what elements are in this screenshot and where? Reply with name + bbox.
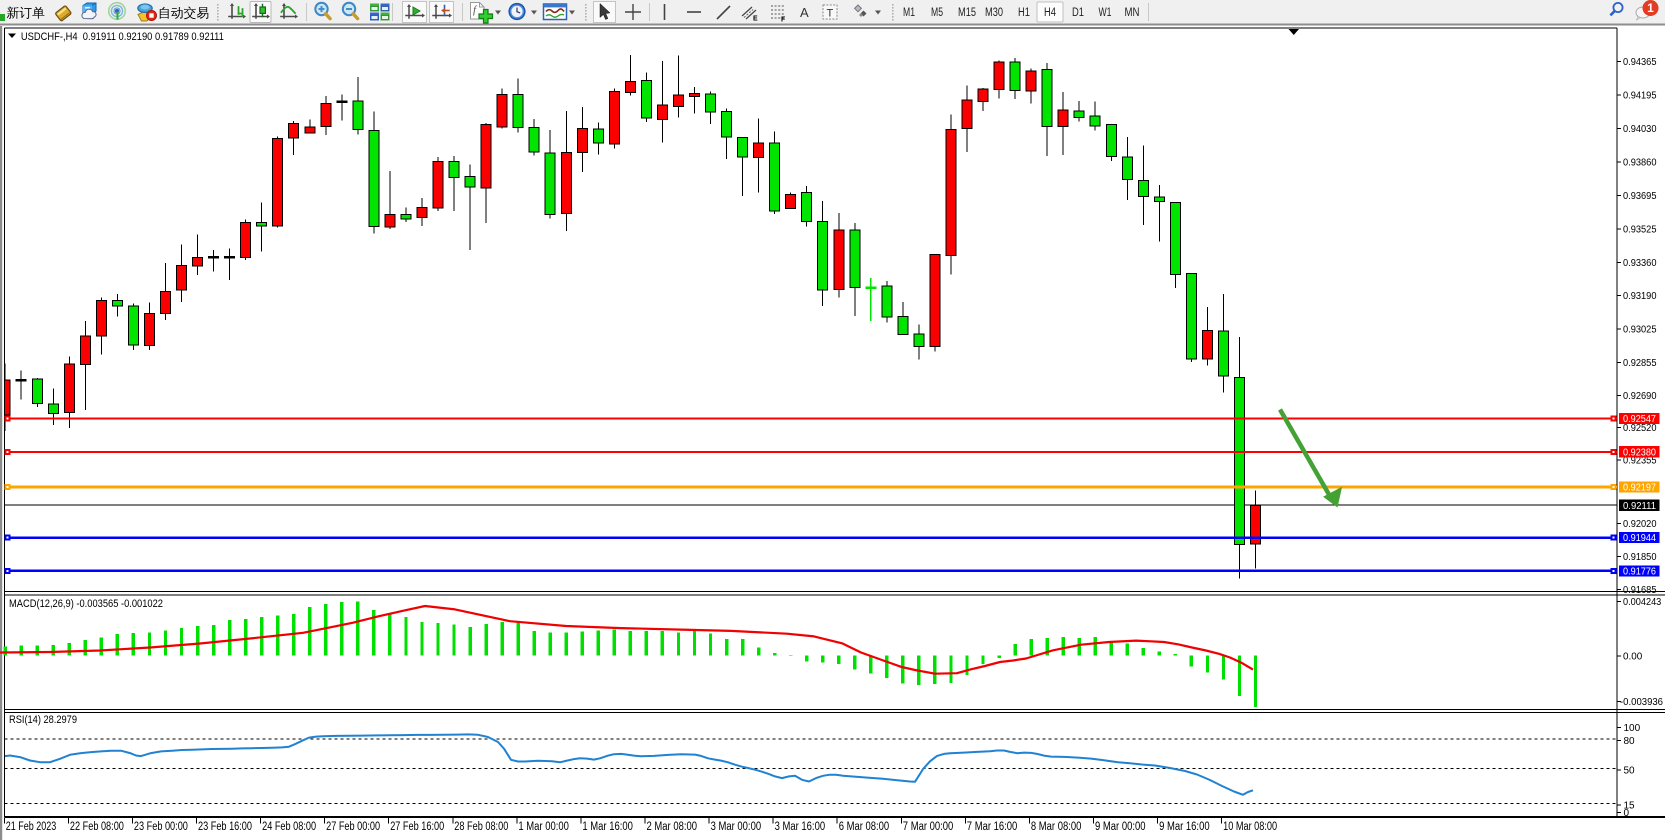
svg-text:28 Feb 08:00: 28 Feb 08:00 (454, 821, 508, 833)
svg-text:0.91944: 0.91944 (1623, 533, 1656, 544)
svg-text:50: 50 (1624, 766, 1636, 777)
svg-text:M30: M30 (985, 7, 1003, 19)
svg-text:A: A (800, 5, 809, 20)
svg-text:10 Mar 08:00: 10 Mar 08:00 (1223, 821, 1277, 833)
svg-text:23 Feb 00:00: 23 Feb 00:00 (134, 821, 188, 833)
svg-text:W1: W1 (1099, 7, 1112, 19)
svg-text:0.92111: 0.92111 (1623, 501, 1656, 512)
svg-text:f: f (473, 4, 478, 16)
svg-text:3 Mar 16:00: 3 Mar 16:00 (775, 821, 826, 833)
svg-text:0.93190: 0.93190 (1623, 291, 1657, 302)
svg-text:15: 15 (1624, 801, 1636, 812)
svg-text:7 Mar 00:00: 7 Mar 00:00 (903, 821, 954, 833)
svg-text:0.94365: 0.94365 (1623, 57, 1657, 68)
svg-text:M5: M5 (931, 7, 943, 19)
svg-text:9 Mar 00:00: 9 Mar 00:00 (1095, 821, 1146, 833)
svg-text:MACD(12,26,9) -0.003565 -0.001: MACD(12,26,9) -0.003565 -0.001022 (9, 598, 163, 610)
svg-text:M1: M1 (903, 7, 915, 19)
svg-text:0.92355: 0.92355 (1623, 455, 1657, 466)
svg-text:27 Feb 00:00: 27 Feb 00:00 (326, 821, 380, 833)
svg-text:2 Mar 08:00: 2 Mar 08:00 (647, 821, 698, 833)
svg-text:0.93695: 0.93695 (1623, 191, 1657, 202)
svg-text:80: 80 (1624, 736, 1636, 747)
svg-text:3 Mar 00:00: 3 Mar 00:00 (711, 821, 762, 833)
svg-text:0.91685: 0.91685 (1623, 585, 1657, 596)
svg-text:0.93360: 0.93360 (1623, 258, 1657, 269)
svg-text:27 Feb 16:00: 27 Feb 16:00 (390, 821, 444, 833)
svg-text:1: 1 (1647, 1, 1654, 15)
svg-text:H4: H4 (1044, 7, 1056, 19)
svg-text:D1: D1 (1072, 7, 1084, 19)
svg-text:6 Mar 08:00: 6 Mar 08:00 (839, 821, 890, 833)
svg-text:1 Mar 16:00: 1 Mar 16:00 (582, 821, 633, 833)
svg-text:0.004243: 0.004243 (1623, 597, 1662, 608)
svg-text:0.92547: 0.92547 (1623, 414, 1656, 425)
svg-text:0.92380: 0.92380 (1623, 447, 1656, 458)
svg-text:9 Mar 16:00: 9 Mar 16:00 (1159, 821, 1210, 833)
svg-text:0.91850: 0.91850 (1623, 552, 1657, 563)
svg-text:24 Feb 08:00: 24 Feb 08:00 (262, 821, 316, 833)
svg-text:0.93025: 0.93025 (1623, 325, 1657, 336)
svg-text:0.92520: 0.92520 (1623, 423, 1657, 434)
svg-text:M15: M15 (958, 7, 976, 19)
svg-text:7 Mar 16:00: 7 Mar 16:00 (967, 821, 1018, 833)
svg-text:MN: MN (1125, 7, 1140, 19)
svg-text:RSI(14) 28.2979: RSI(14) 28.2979 (9, 714, 77, 726)
svg-text:23 Feb 16:00: 23 Feb 16:00 (198, 821, 252, 833)
svg-text:H1: H1 (1018, 7, 1030, 19)
svg-text:T: T (827, 8, 834, 20)
svg-text:0.94030: 0.94030 (1623, 124, 1657, 135)
svg-text:F: F (781, 17, 786, 24)
svg-text:1 Mar 00:00: 1 Mar 00:00 (518, 821, 569, 833)
svg-text:0.91776: 0.91776 (1623, 567, 1656, 578)
svg-text:E: E (753, 16, 758, 23)
svg-text:0.92855: 0.92855 (1623, 358, 1657, 369)
svg-text:0.92690: 0.92690 (1623, 391, 1657, 402)
svg-text:0.93525: 0.93525 (1623, 225, 1657, 236)
svg-text:0.92020: 0.92020 (1623, 519, 1657, 530)
svg-text:21 Feb 2023: 21 Feb 2023 (6, 821, 57, 833)
svg-text:0.93860: 0.93860 (1623, 158, 1657, 169)
svg-text:-0.003936: -0.003936 (1620, 697, 1663, 708)
svg-text:USDCHF-,H4 0.91911 0.92190 0.: USDCHF-,H4 0.91911 0.92190 0.91789 0.921… (21, 31, 224, 43)
svg-text:8 Mar 08:00: 8 Mar 08:00 (1031, 821, 1082, 833)
svg-text:0.00: 0.00 (1623, 652, 1643, 663)
svg-text:0.94195: 0.94195 (1623, 91, 1657, 102)
svg-text:22 Feb 08:00: 22 Feb 08:00 (70, 821, 124, 833)
svg-text:100: 100 (1624, 723, 1641, 734)
svg-text:0.92197: 0.92197 (1623, 483, 1656, 494)
svg-text:0: 0 (1624, 808, 1630, 819)
